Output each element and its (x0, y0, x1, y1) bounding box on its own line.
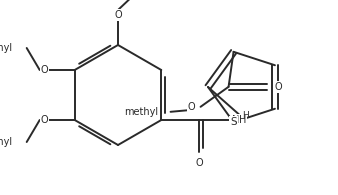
Text: O: O (188, 102, 196, 112)
Text: H: H (242, 112, 249, 121)
Text: O: O (41, 65, 49, 75)
Text: O: O (41, 115, 49, 125)
Text: O: O (114, 10, 122, 20)
Text: methyl: methyl (0, 43, 13, 53)
Text: O: O (195, 158, 203, 168)
Text: O: O (274, 82, 282, 92)
Text: methyl: methyl (0, 137, 13, 147)
Text: H: H (239, 115, 247, 125)
Text: S: S (230, 117, 237, 127)
Text: N: N (232, 115, 239, 125)
Text: methyl: methyl (124, 107, 159, 117)
